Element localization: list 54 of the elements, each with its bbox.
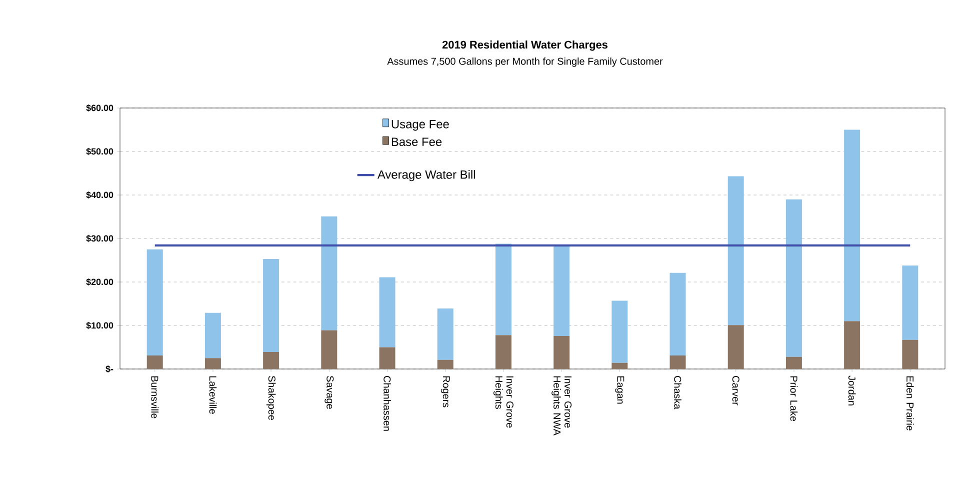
x-tick-label: Eagan [615, 376, 624, 404]
bar [612, 300, 628, 363]
y-tick-label: $40.00 [86, 191, 114, 199]
x-tick-label: Prior Lake [790, 376, 798, 422]
bar [204, 358, 221, 369]
bar [204, 312, 221, 358]
y-tick-label: $10.00 [86, 322, 114, 330]
bar [670, 356, 686, 369]
y-tick-label: $60.00 [86, 104, 114, 112]
bar [844, 130, 860, 322]
bar [786, 356, 802, 369]
bar [902, 265, 918, 340]
bar [437, 360, 454, 369]
bar [670, 272, 686, 356]
x-tick-label: Jordan [848, 376, 856, 406]
bar [554, 245, 570, 336]
x-tick-label: Shakopee [266, 376, 276, 420]
y-tick-label: $50.00 [86, 148, 114, 156]
bar [379, 347, 396, 369]
legend-label: Usage Fee [392, 120, 449, 131]
bar [844, 321, 860, 369]
bar [263, 258, 280, 352]
bar [321, 216, 338, 330]
y-tick-label: $20.00 [86, 278, 114, 286]
chart-subtitle: Assumes 7,500 Gallons per Month for Single Family Customer [387, 58, 663, 67]
bar [263, 352, 280, 369]
bar [495, 244, 512, 336]
x-tick-label: Chanhassen [384, 376, 391, 431]
x-tick-label: Burnsville [151, 376, 159, 418]
x-tick-label: Chaska [674, 376, 682, 410]
x-tick-label: Savage [324, 376, 334, 409]
bar [786, 199, 802, 357]
x-tick-label: Rogers [440, 376, 450, 408]
x-tick-label: Inver Grove Heights [493, 376, 514, 428]
bar [902, 340, 918, 369]
bar [728, 176, 744, 326]
bar [437, 308, 454, 360]
bar [554, 336, 570, 369]
x-tick-label: Eden Prairie [906, 376, 914, 430]
chart-title: 2019 Residential Water Charges [442, 40, 608, 51]
bar [612, 362, 628, 369]
bar [146, 356, 163, 369]
bar [728, 325, 744, 369]
x-tick-label: Carver [732, 376, 740, 406]
x-tick-label: Lakeville [209, 376, 217, 414]
x-tick-label: Inver Grove Heights NWA [552, 376, 572, 436]
bar [379, 277, 396, 348]
legend-label: Average Water Bill [377, 170, 475, 182]
bar [495, 335, 512, 369]
bar [321, 330, 338, 369]
bar [146, 249, 163, 356]
y-tick-label: $30.00 [86, 234, 114, 242]
legend-label: Base Fee [392, 138, 442, 146]
y-tick-label: $- [106, 365, 114, 373]
